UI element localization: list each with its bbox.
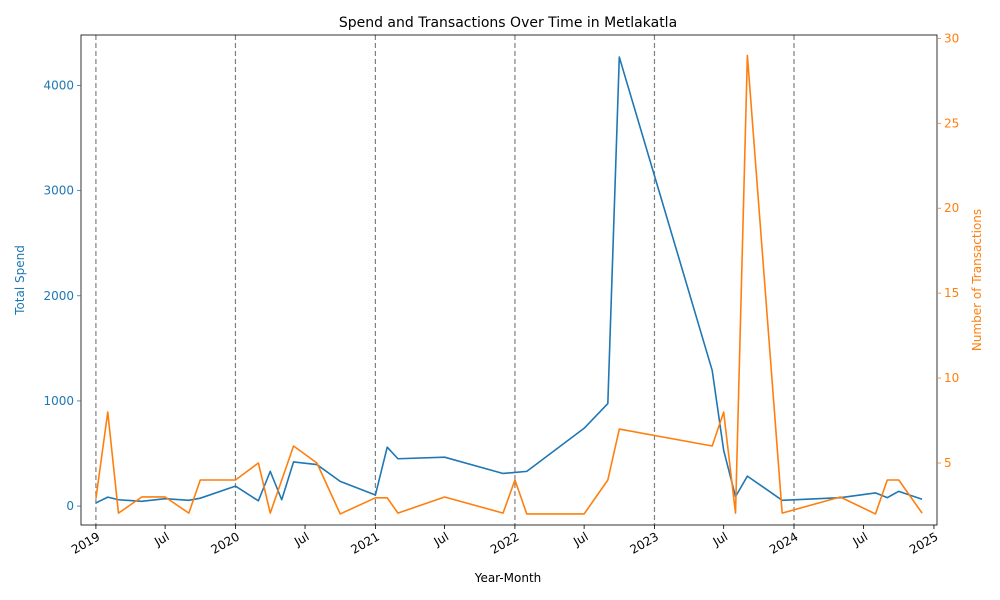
chart-title: Spend and Transactions Over Time in Metl… bbox=[339, 15, 677, 31]
x-tick-label: Jul bbox=[570, 529, 590, 549]
y-right-tick-label: 5 bbox=[944, 456, 952, 470]
x-tick-label: 2020 bbox=[209, 529, 242, 556]
y-right-tick-label: 20 bbox=[944, 201, 959, 215]
x-tick-label: Jul bbox=[151, 529, 171, 549]
x-tick-label: Jul bbox=[431, 529, 451, 549]
y-axis-right: 5 10 15 20 25 30 bbox=[937, 31, 959, 470]
x-tick-label: Jul bbox=[291, 529, 311, 549]
series-line-total-spend bbox=[95, 56, 923, 504]
x-tick-label: Jul bbox=[850, 529, 870, 549]
x-tick-label: 2023 bbox=[628, 529, 661, 556]
y-left-tick-label: 1000 bbox=[43, 394, 74, 408]
x-tick-label: 2024 bbox=[767, 529, 800, 556]
x-tick-label: 2021 bbox=[348, 529, 381, 556]
x-tick-label: 2019 bbox=[69, 529, 102, 556]
x-tick-label: Jul bbox=[710, 529, 730, 549]
y-axis-left-label: Total Spend bbox=[13, 245, 27, 316]
y-axis-right-label: Number of Transactions bbox=[970, 209, 984, 351]
y-left-tick-label: 3000 bbox=[43, 184, 74, 198]
x-axis: 2019 Jul 2020 Jul 2021 Jul 2022 Jul 2023 Jul 2024 J… bbox=[69, 525, 940, 557]
series-layer bbox=[95, 54, 923, 515]
x-tick-label: 2025 bbox=[907, 529, 940, 556]
y-left-tick-label: 0 bbox=[66, 499, 74, 513]
year-reference-lines bbox=[95, 35, 795, 525]
y-right-tick-label: 10 bbox=[944, 371, 959, 385]
x-axis-label: Year-Month bbox=[474, 571, 542, 585]
y-right-tick-label: 25 bbox=[944, 116, 959, 130]
y-axis-left: 0 1000 2000 3000 4000 bbox=[43, 78, 81, 513]
series-line-transactions bbox=[95, 54, 923, 515]
y-left-tick-label: 4000 bbox=[43, 78, 74, 92]
x-tick-label: 2022 bbox=[488, 529, 521, 556]
y-left-tick-label: 2000 bbox=[43, 289, 74, 303]
y-right-tick-label: 30 bbox=[944, 31, 959, 45]
y-right-tick-label: 15 bbox=[944, 286, 959, 300]
plot-frame bbox=[80, 34, 938, 526]
